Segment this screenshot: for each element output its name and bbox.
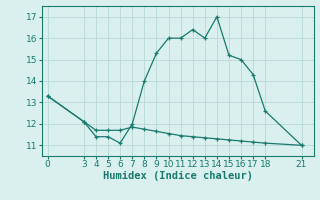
X-axis label: Humidex (Indice chaleur): Humidex (Indice chaleur) bbox=[103, 171, 252, 181]
